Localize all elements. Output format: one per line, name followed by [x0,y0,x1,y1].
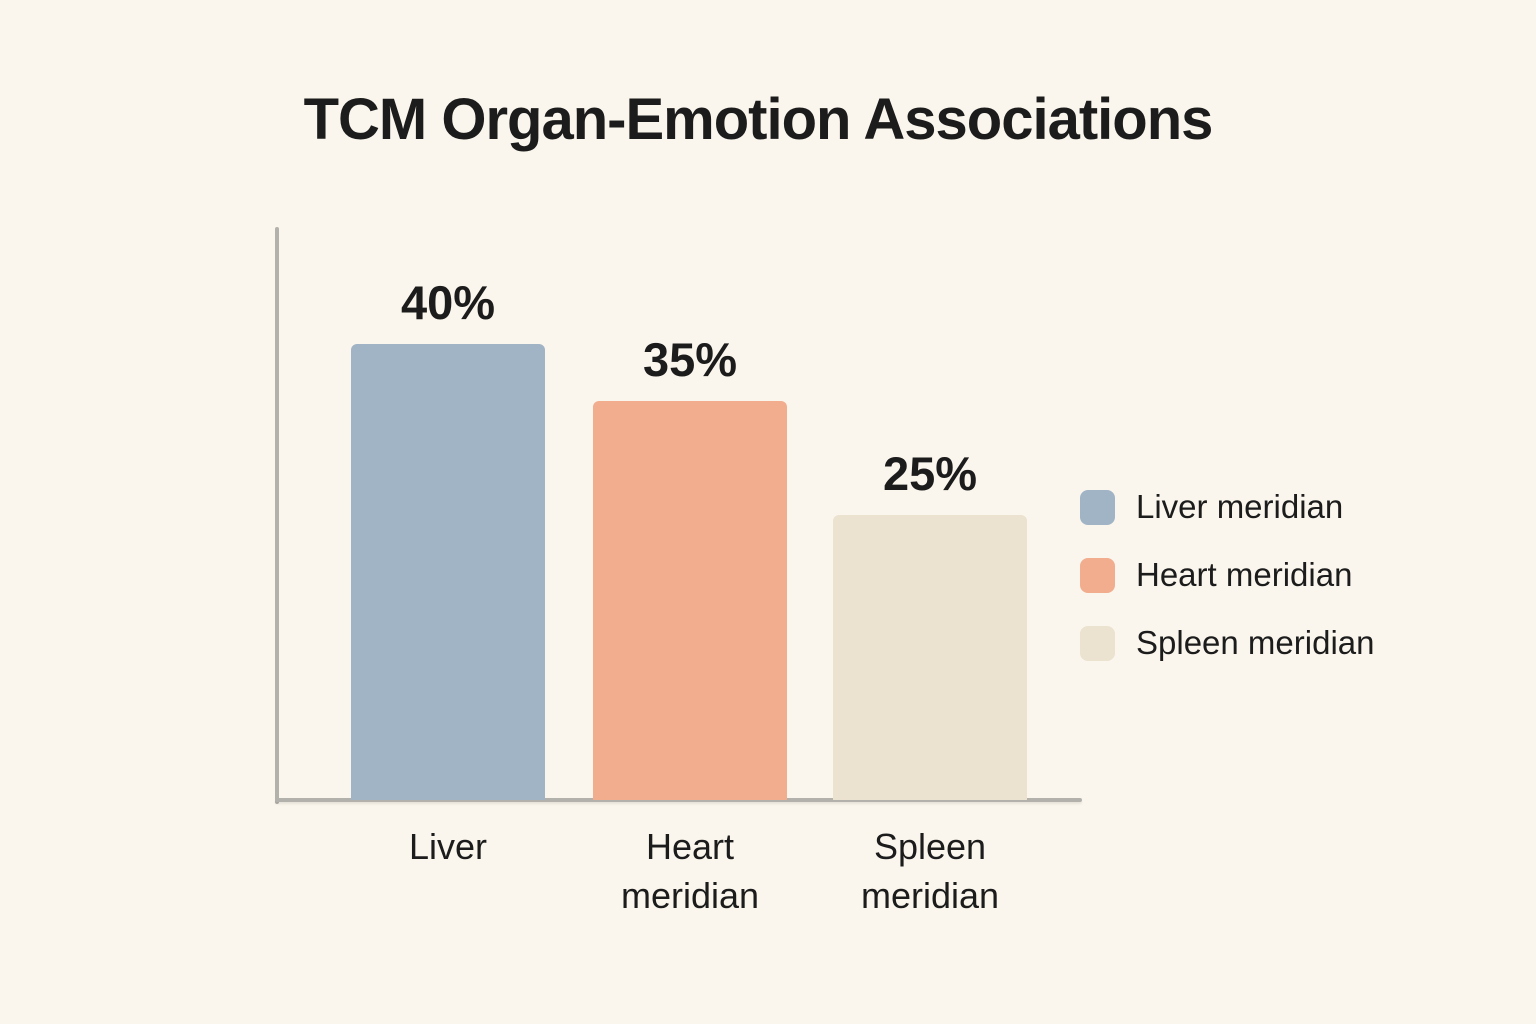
x-axis-label: Spleen meridian [860,826,1000,916]
bar [593,401,787,800]
bar [833,515,1027,800]
legend: Liver meridian Heart meridian Spleen merid… [1080,488,1374,692]
chart-title: TCM Organ-Emotion Associations [303,87,1214,152]
x-axis-line [275,798,1082,802]
legend-label: Liver meridian [1136,488,1344,525]
bar-value-label: 25% [882,447,978,500]
legend-label: Heart meridian [1136,556,1353,593]
legend-swatch [1080,625,1115,661]
legend-item: Spleen meridian [1080,624,1374,662]
legend-item: Liver meridian [1080,488,1374,526]
legend-swatch [1080,557,1115,593]
y-axis-line [275,227,279,804]
bar-value-label: 35% [642,333,738,386]
legend-swatch [1080,489,1115,525]
x-axis-label: Heart meridian [620,826,760,916]
bar-value-label: 40% [400,276,496,329]
bar [351,344,545,800]
x-axis-label: Liver [408,826,488,867]
legend-item: Heart meridian [1080,556,1374,594]
legend-label: Spleen meridian [1136,624,1375,661]
